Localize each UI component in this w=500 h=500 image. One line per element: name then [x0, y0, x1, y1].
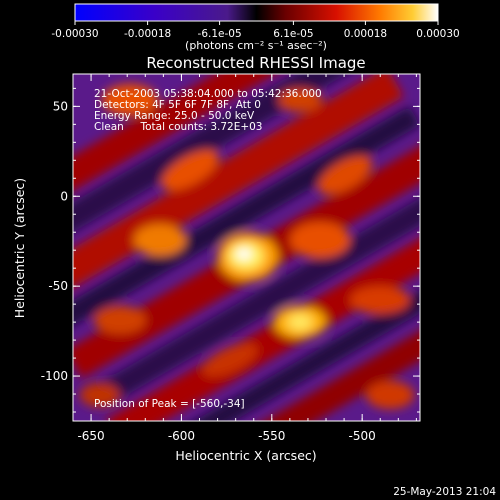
colorbar-unit-label: (photons cm⁻² s⁻¹ asec⁻²)	[185, 39, 327, 52]
colorbar-tick-label: -0.00018	[124, 28, 171, 40]
x-tick-label: -600	[168, 429, 195, 443]
y-tick-label: 0	[60, 189, 68, 203]
chart-title: Reconstructed RHESSI Image	[146, 54, 365, 72]
annotation-time-range: 21-Oct-2003 05:38:04.000 to 05:42:36.000	[94, 88, 322, 100]
annotations: 21-Oct-2003 05:38:04.000 to 05:42:36.000…	[94, 88, 322, 410]
y-tick-label: -50	[48, 279, 68, 293]
x-tick-label: -650	[77, 429, 104, 443]
x-tick-label: -500	[349, 429, 376, 443]
y-tick-label: -100	[41, 369, 68, 383]
x-tick-label: -550	[258, 429, 285, 443]
colorbar-tick-label: 6.1e-05	[273, 28, 313, 40]
colorbar-tick-label: -0.00030	[51, 28, 98, 40]
annotation-detectors: Detectors: 4F 5F 6F 7F 8F, Att 0	[94, 99, 261, 111]
footer-timestamp: 25-May-2013 21:04	[393, 486, 496, 498]
colorbar-ticks: -0.00030 -0.00018 -6.1e-05 6.1e-05 0.00018 0.…	[51, 21, 460, 40]
y-tick-label: 50	[53, 99, 68, 113]
x-axis-label: Heliocentric X (arcsec)	[175, 448, 316, 463]
x-axis-ticks: -650 -600 -550 -500	[77, 74, 417, 443]
y-axis-ticks: 50 0 -50 -100	[41, 87, 420, 413]
colorbar-tick-label: -6.1e-05	[198, 28, 242, 40]
plot-frame	[72, 73, 421, 422]
annotation-clean-counts: Clean Total counts: 3.72E+03	[94, 121, 263, 133]
y-axis-label: Heliocentric Y (arcsec)	[12, 178, 27, 318]
colorbar-tick-label: 0.00030	[416, 28, 459, 40]
annotation-peak-position: Position of Peak = [-560,-34]	[94, 398, 245, 410]
annotation-energy-range: Energy Range: 25.0 - 50.0 keV	[94, 110, 255, 122]
colorbar-tick-label: 0.00018	[344, 28, 387, 40]
colorbar	[74, 3, 439, 22]
